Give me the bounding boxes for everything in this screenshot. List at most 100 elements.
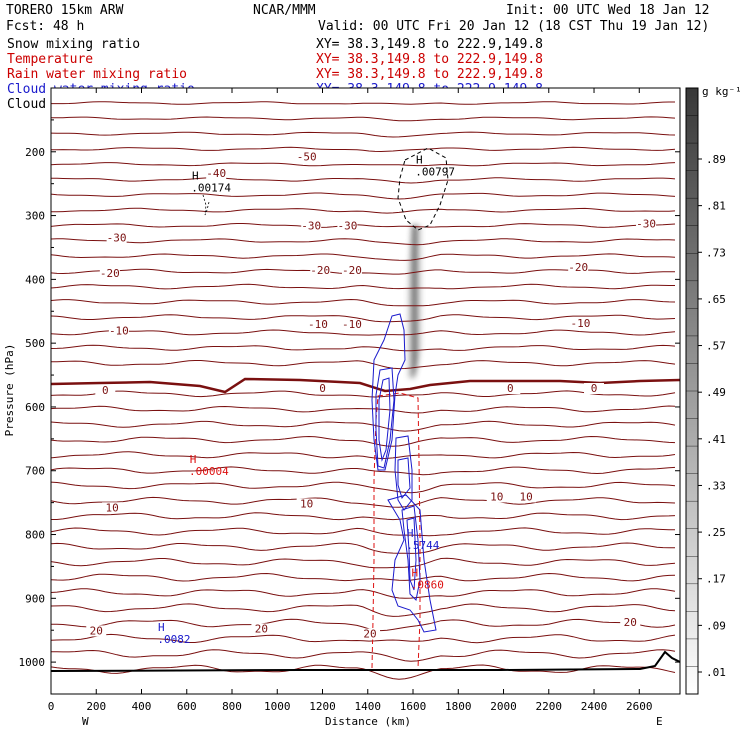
temperature-contour-label: 20 — [90, 624, 103, 637]
y-tick-label: 800 — [25, 529, 45, 542]
temperature-contour-label: -10 — [308, 318, 328, 331]
isotherm-line — [51, 649, 676, 662]
contour-label-bg — [310, 264, 331, 276]
contour-label-bg — [296, 498, 317, 510]
isotherm-line — [51, 192, 676, 200]
temperature-contour-label: -20 — [568, 261, 588, 274]
cloud-ice-contour — [397, 147, 449, 231]
contour-label-bg — [301, 220, 322, 232]
isotherm-line — [51, 481, 676, 494]
maximum-marker: H — [407, 527, 414, 540]
x-tick-label: 800 — [222, 700, 242, 713]
isotherm-line — [51, 283, 675, 290]
maximum-value: .0082 — [157, 633, 190, 646]
x-tick-label: 600 — [177, 700, 197, 713]
x-tick-label: 2000 — [490, 700, 517, 713]
maximum-value: .0860 — [411, 579, 444, 592]
plot-frame — [50, 87, 681, 695]
isotherm-line — [51, 116, 676, 122]
isotherm-line — [51, 512, 676, 521]
isotherm-line — [51, 405, 676, 414]
colorbar-label: .89 — [706, 153, 726, 166]
isotherm-line — [51, 223, 676, 228]
temperature-labels: -40 -50 -30 -30 -30 -30 -20 -20 -20 -20 -10 -10 -10 -… — [86, 150, 657, 641]
maximum-marker: H — [192, 169, 199, 182]
y-tick-label: 600 — [25, 401, 45, 414]
colorbar: g kg⁻¹ .01 .09 .17 .25 .33 .41 .49 .57 .65 .73 .81… — [685, 85, 740, 695]
x-tick-label: 2400 — [581, 700, 608, 713]
isotherm-line — [51, 466, 676, 476]
legend-field-name: Snow mixing ratio — [7, 37, 140, 52]
colorbar-label: .17 — [706, 573, 726, 586]
terrain-line — [51, 650, 680, 672]
x-tick-label: 1000 — [264, 700, 291, 713]
contour-label-bg — [296, 151, 317, 163]
x-tick-label: 1400 — [355, 700, 382, 713]
temperature-contour-label: -30 — [301, 219, 321, 232]
maximum-value: .5744 — [406, 539, 439, 552]
colorbar-label: .81 — [706, 200, 726, 213]
temperature-contour-label: 10 — [105, 501, 118, 514]
x-tick-label: 1200 — [309, 700, 336, 713]
temperature-contour-label: -10 — [342, 318, 362, 331]
temperature-contours — [51, 101, 676, 680]
temperature-contour-label: -20 — [342, 264, 362, 277]
isotherm-line — [51, 238, 676, 246]
isotherm-line — [51, 572, 676, 582]
contour-label-bg — [341, 319, 362, 331]
contour-label-bg — [206, 168, 227, 180]
isotherm-line — [51, 329, 676, 336]
x-axis: 0 200 400 600 800 1000 1200 1400 1600 1800 2000 220… — [48, 88, 653, 713]
cloud-water-contour — [387, 494, 437, 633]
legend-field-name: Rain water mixing ratio — [7, 67, 187, 82]
isotherm-line — [51, 496, 676, 508]
legend-field-xy: XY= 38.3,149.8 to 222.9,149.8 — [316, 37, 543, 52]
colorbar-label: .57 — [706, 340, 726, 353]
contour-label-bg — [500, 383, 521, 394]
contour-label-bg — [106, 232, 127, 244]
x-tick-label: 1600 — [400, 700, 427, 713]
y-tick-label: 300 — [25, 210, 45, 223]
colorbar-unit: g kg⁻¹ — [702, 85, 740, 98]
maximum-marker: H — [416, 153, 423, 166]
center-label: NCAR/MMM — [253, 3, 316, 18]
y-axis-title: Pressure (hPa) — [3, 344, 16, 437]
contour-label-bg — [636, 218, 657, 230]
contour-label-bg — [86, 625, 107, 637]
rain-water-contours — [371, 392, 421, 669]
colorbar-label: .41 — [706, 433, 726, 446]
isotherm-line — [51, 344, 676, 352]
maximum-value: .00797 — [415, 165, 455, 178]
temperature-contour-label: 0 — [319, 382, 326, 395]
contour-label-bg — [584, 383, 605, 394]
contour-label-bg — [570, 317, 591, 329]
isotherm-line — [51, 618, 676, 632]
maximum-value: .00174 — [191, 181, 231, 194]
contour-label-bg — [568, 261, 589, 273]
contour-label-bg — [102, 502, 123, 514]
isotherm-line — [51, 588, 676, 599]
isotherm-line — [51, 298, 676, 307]
isotherm-line — [51, 527, 675, 537]
snow-contour — [202, 194, 210, 216]
x-axis-title: Distance (km) — [325, 715, 411, 728]
temperature-contour-label: -30 — [337, 219, 357, 232]
colorbar-label: .65 — [706, 293, 726, 306]
isotherm-line — [51, 314, 676, 323]
temperature-contour-label: 10 — [520, 490, 533, 503]
temperature-contour-label: -10 — [109, 325, 129, 338]
chart-header: TORERO 15km ARW NCAR/MMM Init: 00 UTC We… — [6, 3, 710, 34]
temperature-contour-label: -10 — [571, 317, 591, 330]
cloud-water-contour — [394, 435, 413, 511]
x-tick-label: 2600 — [626, 700, 653, 713]
y-tick-label: 500 — [25, 337, 45, 350]
contour-label-bg — [307, 319, 328, 331]
isotherm-line — [51, 131, 676, 138]
model-label: TORERO 15km ARW — [6, 3, 124, 18]
isotherm-line — [51, 207, 676, 214]
temperature-contour-label: 20 — [624, 616, 637, 629]
colorbar-label: .33 — [706, 479, 726, 492]
isotherm-line — [51, 253, 676, 261]
